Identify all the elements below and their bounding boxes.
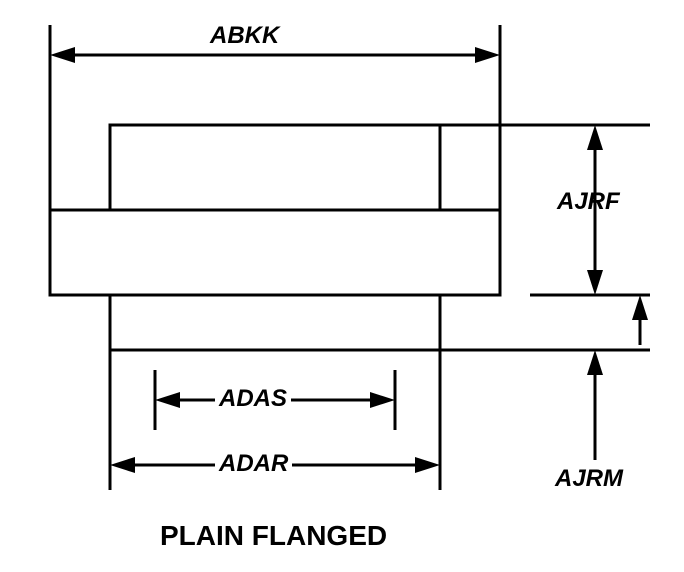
label-adar: ADAR (215, 450, 292, 478)
flanged-shape (50, 125, 500, 350)
engineering-diagram: ABKK AJRF AJRM ADAS ADAR PLAIN FLANGED (0, 0, 684, 572)
label-abkk: ABKK (210, 22, 279, 50)
diagram-title: PLAIN FLANGED (160, 520, 387, 552)
label-ajrf: AJRF (557, 188, 620, 216)
dimension-ajrm (440, 295, 650, 460)
label-adas: ADAS (215, 385, 291, 413)
label-ajrm: AJRM (555, 465, 623, 493)
